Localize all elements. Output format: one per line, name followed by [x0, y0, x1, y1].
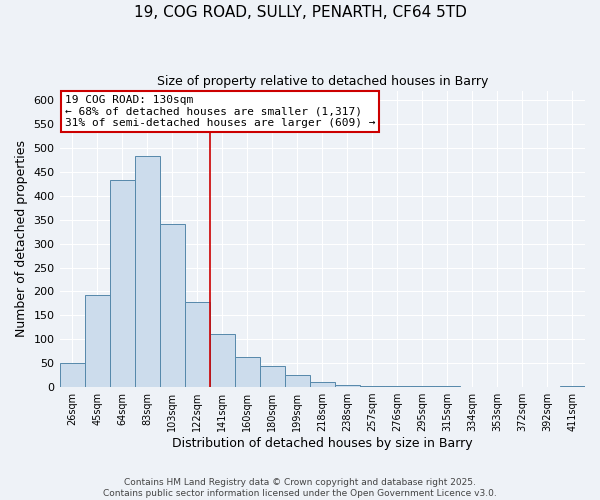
Text: Contains HM Land Registry data © Crown copyright and database right 2025.
Contai: Contains HM Land Registry data © Crown c… [103, 478, 497, 498]
Bar [360, 386, 385, 387]
Bar [85, 296, 110, 387]
Bar [160, 224, 185, 387]
Bar [560, 386, 585, 387]
Bar [260, 366, 285, 387]
Bar [410, 386, 435, 387]
Bar [209, 334, 235, 387]
Y-axis label: Number of detached properties: Number of detached properties [15, 140, 28, 338]
Bar [235, 358, 260, 387]
Bar [335, 384, 360, 387]
Bar [59, 363, 85, 387]
X-axis label: Distribution of detached houses by size in Barry: Distribution of detached houses by size … [172, 437, 473, 450]
Bar [310, 382, 335, 387]
Title: Size of property relative to detached houses in Barry: Size of property relative to detached ho… [157, 75, 488, 88]
Bar [435, 386, 460, 387]
Bar [185, 302, 209, 387]
Bar [285, 375, 310, 387]
Text: 19 COG ROAD: 130sqm
← 68% of detached houses are smaller (1,317)
31% of semi-det: 19 COG ROAD: 130sqm ← 68% of detached ho… [65, 95, 375, 128]
Bar [385, 386, 410, 387]
Text: 19, COG ROAD, SULLY, PENARTH, CF64 5TD: 19, COG ROAD, SULLY, PENARTH, CF64 5TD [134, 5, 466, 20]
Bar [134, 156, 160, 387]
Bar [110, 180, 134, 387]
